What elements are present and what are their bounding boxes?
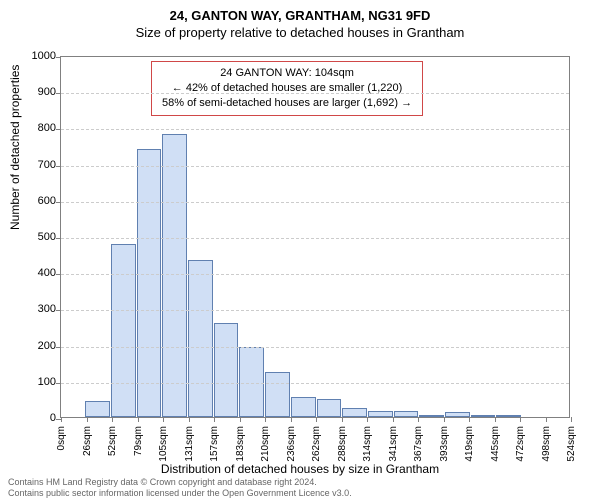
x-tick [367,417,368,422]
x-tick-label: 498sqm [541,426,552,462]
x-tick-label: 393sqm [439,426,450,462]
x-tick [495,417,496,422]
footer-line: Contains public sector information licen… [8,488,352,498]
x-tick [444,417,445,422]
x-tick [520,417,521,422]
y-tick [56,166,61,167]
y-tick-label: 600 [38,195,56,207]
y-tick-label: 400 [38,267,56,279]
x-tick [265,417,266,422]
y-tick [56,93,61,94]
x-tick-label: 341sqm [388,426,399,462]
x-tick [342,417,343,422]
y-tick [56,57,61,58]
x-tick-label: 157sqm [209,426,220,462]
x-tick-label: 105sqm [158,426,169,462]
annotation-line: 24 GANTON WAY: 104sqm [162,66,412,81]
histogram-bar [394,411,419,417]
y-tick [56,347,61,348]
y-tick [56,310,61,311]
gridline [61,347,569,348]
gridline [61,202,569,203]
gridline [61,166,569,167]
y-tick-label: 300 [38,303,56,315]
x-tick-label: 131sqm [184,426,195,462]
x-tick [214,417,215,422]
histogram-bar [317,399,342,417]
x-tick [61,417,62,422]
y-tick-label: 700 [38,159,56,171]
gridline [61,129,569,130]
x-tick-label: 445sqm [490,426,501,462]
histogram-bar [188,260,213,417]
y-tick-label: 800 [38,122,56,134]
annotation-box: 24 GANTON WAY: 104sqm ← 42% of detached … [151,61,423,116]
y-tick-label: 1000 [32,50,56,62]
y-axis-label: Number of detached properties [8,65,22,230]
y-tick [56,383,61,384]
x-tick-label: 0sqm [56,426,67,450]
y-tick [56,274,61,275]
histogram-bar [342,408,367,417]
x-tick [393,417,394,422]
page-subtitle: Size of property relative to detached ho… [0,25,600,40]
footer-line: Contains HM Land Registry data © Crown c… [8,477,352,487]
gridline [61,310,569,311]
y-tick-label: 500 [38,231,56,243]
histogram-bar [137,149,162,417]
x-tick-label: 79sqm [133,426,144,456]
histogram-bar [111,244,136,417]
histogram-bar [419,415,444,417]
x-tick [163,417,164,422]
x-tick-label: 314sqm [362,426,373,462]
x-tick [418,417,419,422]
x-tick-label: 367sqm [413,426,424,462]
x-tick-label: 183sqm [235,426,246,462]
x-tick [571,417,572,422]
y-tick [56,129,61,130]
x-tick-label: 288sqm [337,426,348,462]
gridline [61,93,569,94]
histogram-bar [291,397,316,417]
x-tick [87,417,88,422]
x-tick [469,417,470,422]
x-tick [189,417,190,422]
gridline [61,274,569,275]
histogram-bar [85,401,110,417]
x-tick-label: 210sqm [260,426,271,462]
footer-attribution: Contains HM Land Registry data © Crown c… [8,477,352,498]
x-tick [316,417,317,422]
x-tick-label: 52sqm [107,426,118,456]
x-tick-label: 236sqm [286,426,297,462]
gridline [61,238,569,239]
histogram-chart: 24 GANTON WAY: 104sqm ← 42% of detached … [60,56,570,418]
histogram-bar [496,415,521,417]
x-tick-label: 472sqm [515,426,526,462]
x-tick-label: 26sqm [82,426,93,456]
histogram-bar [265,372,290,417]
x-axis-label: Distribution of detached houses by size … [0,462,600,476]
x-tick [138,417,139,422]
y-tick-label: 0 [50,412,56,424]
x-tick [546,417,547,422]
histogram-bar [471,415,496,417]
y-tick-label: 100 [38,376,56,388]
histogram-bar [368,411,393,417]
y-tick-label: 200 [38,340,56,352]
x-tick [291,417,292,422]
y-tick [56,238,61,239]
x-tick-label: 419sqm [464,426,475,462]
gridline [61,383,569,384]
page-title: 24, GANTON WAY, GRANTHAM, NG31 9FD [0,8,600,23]
histogram-bar [214,323,239,417]
histogram-bar [445,412,470,417]
x-tick-label: 262sqm [311,426,322,462]
histogram-bar [162,134,187,417]
y-tick-label: 900 [38,86,56,98]
annotation-line: 58% of semi-detached houses are larger (… [162,96,412,111]
x-tick [112,417,113,422]
x-tick-label: 524sqm [566,426,577,462]
y-tick [56,202,61,203]
x-tick [240,417,241,422]
